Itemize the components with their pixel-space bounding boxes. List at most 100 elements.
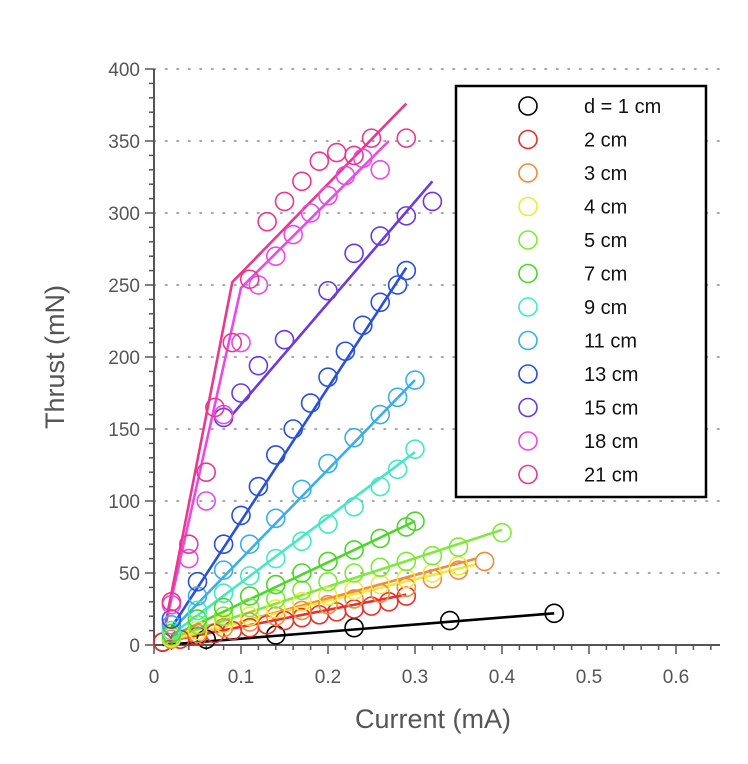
point-6-10 xyxy=(405,439,425,459)
legend-marker-2 xyxy=(518,163,538,183)
point-6-1 xyxy=(187,600,208,621)
point-9-8 xyxy=(422,191,443,212)
data-points xyxy=(152,128,565,652)
legend: d = 1 cm 2 cm 3 cm 4 cm 5 cm 7 cm 9 cm 11 cm 13 … xyxy=(454,84,708,499)
legend-marker-11 xyxy=(518,464,538,485)
point-11-1 xyxy=(179,534,199,555)
y-tick-label-100: 100 xyxy=(108,492,140,513)
point-6-7 xyxy=(344,496,364,517)
tick-labels: 0 50 100 150 200 250 300 350 400 0 0.1 0.2 0.3 0.4 0.5… xyxy=(108,60,689,688)
legend-label-4: 5 cm xyxy=(584,230,627,252)
point-5-7 xyxy=(344,540,364,560)
legend-label-3: 4 cm xyxy=(584,197,627,219)
point-6-4 xyxy=(265,548,286,569)
legend-marker-4 xyxy=(518,230,538,250)
point-3-2 xyxy=(213,613,234,634)
fit-line-0 xyxy=(162,612,555,647)
point-11-2 xyxy=(196,462,216,483)
y-tick-label-300: 300 xyxy=(108,204,140,225)
point-11-0 xyxy=(161,591,182,612)
point-6-5 xyxy=(292,531,312,552)
point-9-4 xyxy=(318,280,338,301)
point-4-2 xyxy=(213,606,234,627)
legend-label-9: 15 cm xyxy=(584,398,638,420)
point-11-8 xyxy=(292,171,312,192)
point-2-8 xyxy=(370,583,391,603)
legend-marker-7 xyxy=(518,330,538,351)
point-4-12 xyxy=(492,522,512,543)
legend-marker-5 xyxy=(518,263,538,284)
point-10-1 xyxy=(179,548,199,569)
point-0-4 xyxy=(439,610,460,631)
y-tick-label-150: 150 xyxy=(108,420,140,441)
point-3-5 xyxy=(292,591,312,612)
legend-label-10: 18 cm xyxy=(584,431,638,453)
point-7-7 xyxy=(344,427,364,448)
point-9-7 xyxy=(396,206,417,226)
legend-label-6: 9 cm xyxy=(584,297,627,319)
point-8-10 xyxy=(352,315,373,336)
point-4-8 xyxy=(370,557,391,578)
point-7-2 xyxy=(213,560,234,580)
x-tick-label-0.4: 0.4 xyxy=(489,667,516,688)
point-11-10 xyxy=(326,142,347,163)
x-tick-label-0.1: 0.1 xyxy=(228,667,254,688)
x-tick-label-0.3: 0.3 xyxy=(402,667,428,688)
point-10-8 xyxy=(300,203,321,223)
point-7-10 xyxy=(405,370,425,390)
y-tick-label-50: 50 xyxy=(119,564,140,585)
point-5-3 xyxy=(239,586,260,606)
legend-label-5: 7 cm xyxy=(584,264,627,286)
point-7-3 xyxy=(239,534,260,555)
legend-label-1: 2 cm xyxy=(584,130,627,152)
legend-box xyxy=(454,84,708,499)
legend-marker-10 xyxy=(518,431,538,451)
point-1-12 xyxy=(361,596,382,616)
legend-marker-9 xyxy=(518,397,538,418)
point-7-0 xyxy=(161,615,182,635)
point-5-10 xyxy=(405,511,425,531)
point-10-12 xyxy=(370,160,391,180)
point-2-5 xyxy=(292,600,312,621)
point-2-7 xyxy=(344,589,364,609)
point-8-12 xyxy=(387,275,408,295)
point-2-12 xyxy=(474,551,495,572)
point-9-2 xyxy=(248,355,269,376)
point-9-1 xyxy=(231,383,251,403)
point-6-2 xyxy=(213,583,234,603)
point-6-6 xyxy=(318,514,338,534)
point-10-11 xyxy=(352,148,373,169)
point-5-1 xyxy=(187,609,208,629)
point-8-4 xyxy=(248,476,269,497)
point-4-11 xyxy=(448,537,469,557)
fit-line-10 xyxy=(161,140,390,639)
y-tick-label-200: 200 xyxy=(108,348,140,369)
point-2-3 xyxy=(239,612,260,632)
axes xyxy=(145,68,720,654)
point-2-9 xyxy=(396,577,417,598)
y-axis-label: Thrust (mN) xyxy=(40,285,70,429)
point-6-3 xyxy=(239,566,260,586)
point-5-5 xyxy=(292,563,312,583)
y-tick-label-350: 350 xyxy=(108,132,140,153)
legend-marker-8 xyxy=(518,364,538,384)
point-8-1 xyxy=(187,571,208,592)
legend-label-8: 13 cm xyxy=(584,364,638,386)
y-tick-label-0: 0 xyxy=(129,636,140,657)
point-8-5 xyxy=(265,445,286,465)
x-tick-label-0.2: 0.2 xyxy=(315,667,341,688)
fit-line-8 xyxy=(170,267,408,629)
legend-marker-6 xyxy=(518,297,538,317)
legend-marker-0 xyxy=(518,96,538,116)
legend-marker-3 xyxy=(518,196,538,217)
point-8-3 xyxy=(231,505,251,526)
point-4-1 xyxy=(187,615,208,635)
point-11-4 xyxy=(222,332,243,353)
point-7-9 xyxy=(387,387,408,408)
point-8-7 xyxy=(300,393,321,413)
point-5-6 xyxy=(318,551,338,572)
point-3-4 xyxy=(265,599,286,619)
point-5-2 xyxy=(213,597,234,618)
point-9-5 xyxy=(344,243,364,264)
